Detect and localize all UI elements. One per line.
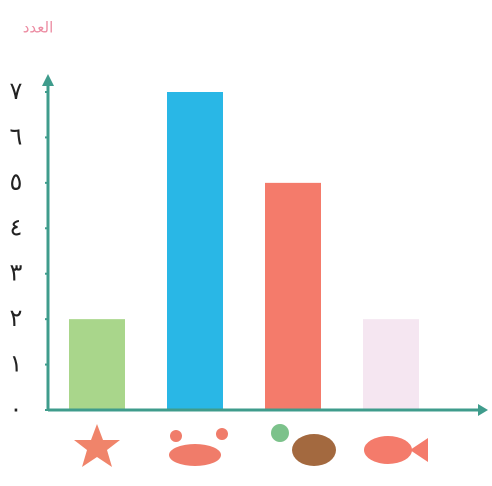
- y-tick-label: ١: [10, 350, 23, 378]
- y-tick-label: ٠: [10, 395, 23, 423]
- bar: [167, 92, 223, 410]
- chart-title: العدد: [23, 19, 54, 37]
- fish-tail: [410, 438, 428, 462]
- y-axis-arrow: [42, 74, 54, 86]
- y-tick-label: ٤: [10, 213, 23, 241]
- y-tick-label: ٣: [10, 259, 23, 287]
- y-tick-label: ٧: [10, 77, 23, 105]
- bar: [363, 319, 419, 410]
- x-axis-arrow: [478, 404, 488, 416]
- turtle-shell: [292, 434, 336, 466]
- bar: [69, 319, 125, 410]
- starfish-icon: [74, 424, 120, 467]
- y-tick-label: ٥: [10, 168, 23, 196]
- fish-icon: [364, 436, 412, 464]
- bar: [265, 182, 321, 410]
- crab-icon: [169, 444, 221, 466]
- y-tick-label: ٢: [10, 304, 23, 332]
- icons: [74, 424, 428, 467]
- crab-claw: [216, 428, 228, 440]
- y-tick-label: ٦: [10, 122, 23, 150]
- turtle-head: [271, 424, 289, 442]
- crab-claw: [170, 430, 182, 442]
